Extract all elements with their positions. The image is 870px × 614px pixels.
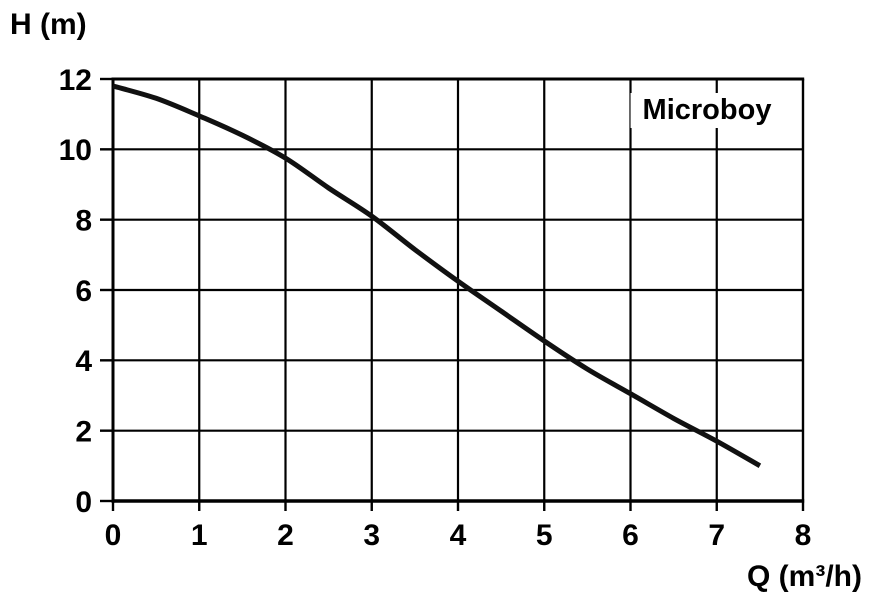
pump-curve: [112, 83, 762, 468]
x-axis-title: Q (m³/h): [747, 560, 862, 593]
x-tick-label: 0: [105, 519, 122, 552]
y-tick-label: 12: [59, 64, 92, 97]
x-tick-label: 5: [536, 519, 553, 552]
y-tick-label: 4: [75, 345, 92, 378]
x-tick-label: 7: [708, 519, 725, 552]
series-label: Microboy: [630, 93, 784, 128]
y-tick-label: 8: [75, 204, 92, 237]
x-tick-label: 3: [363, 519, 380, 552]
y-tick-label: 10: [59, 134, 92, 167]
y-tick-label: 6: [75, 275, 92, 308]
x-tick-label: 1: [191, 519, 208, 552]
x-tick-label: 8: [795, 519, 812, 552]
y-tick-label: 2: [75, 415, 92, 448]
y-tick-label: 0: [75, 486, 92, 519]
y-axis-title: H (m): [10, 8, 87, 41]
x-tick-label: 2: [277, 519, 294, 552]
x-tick-label: 6: [622, 519, 639, 552]
x-tick-label: 4: [450, 519, 467, 552]
